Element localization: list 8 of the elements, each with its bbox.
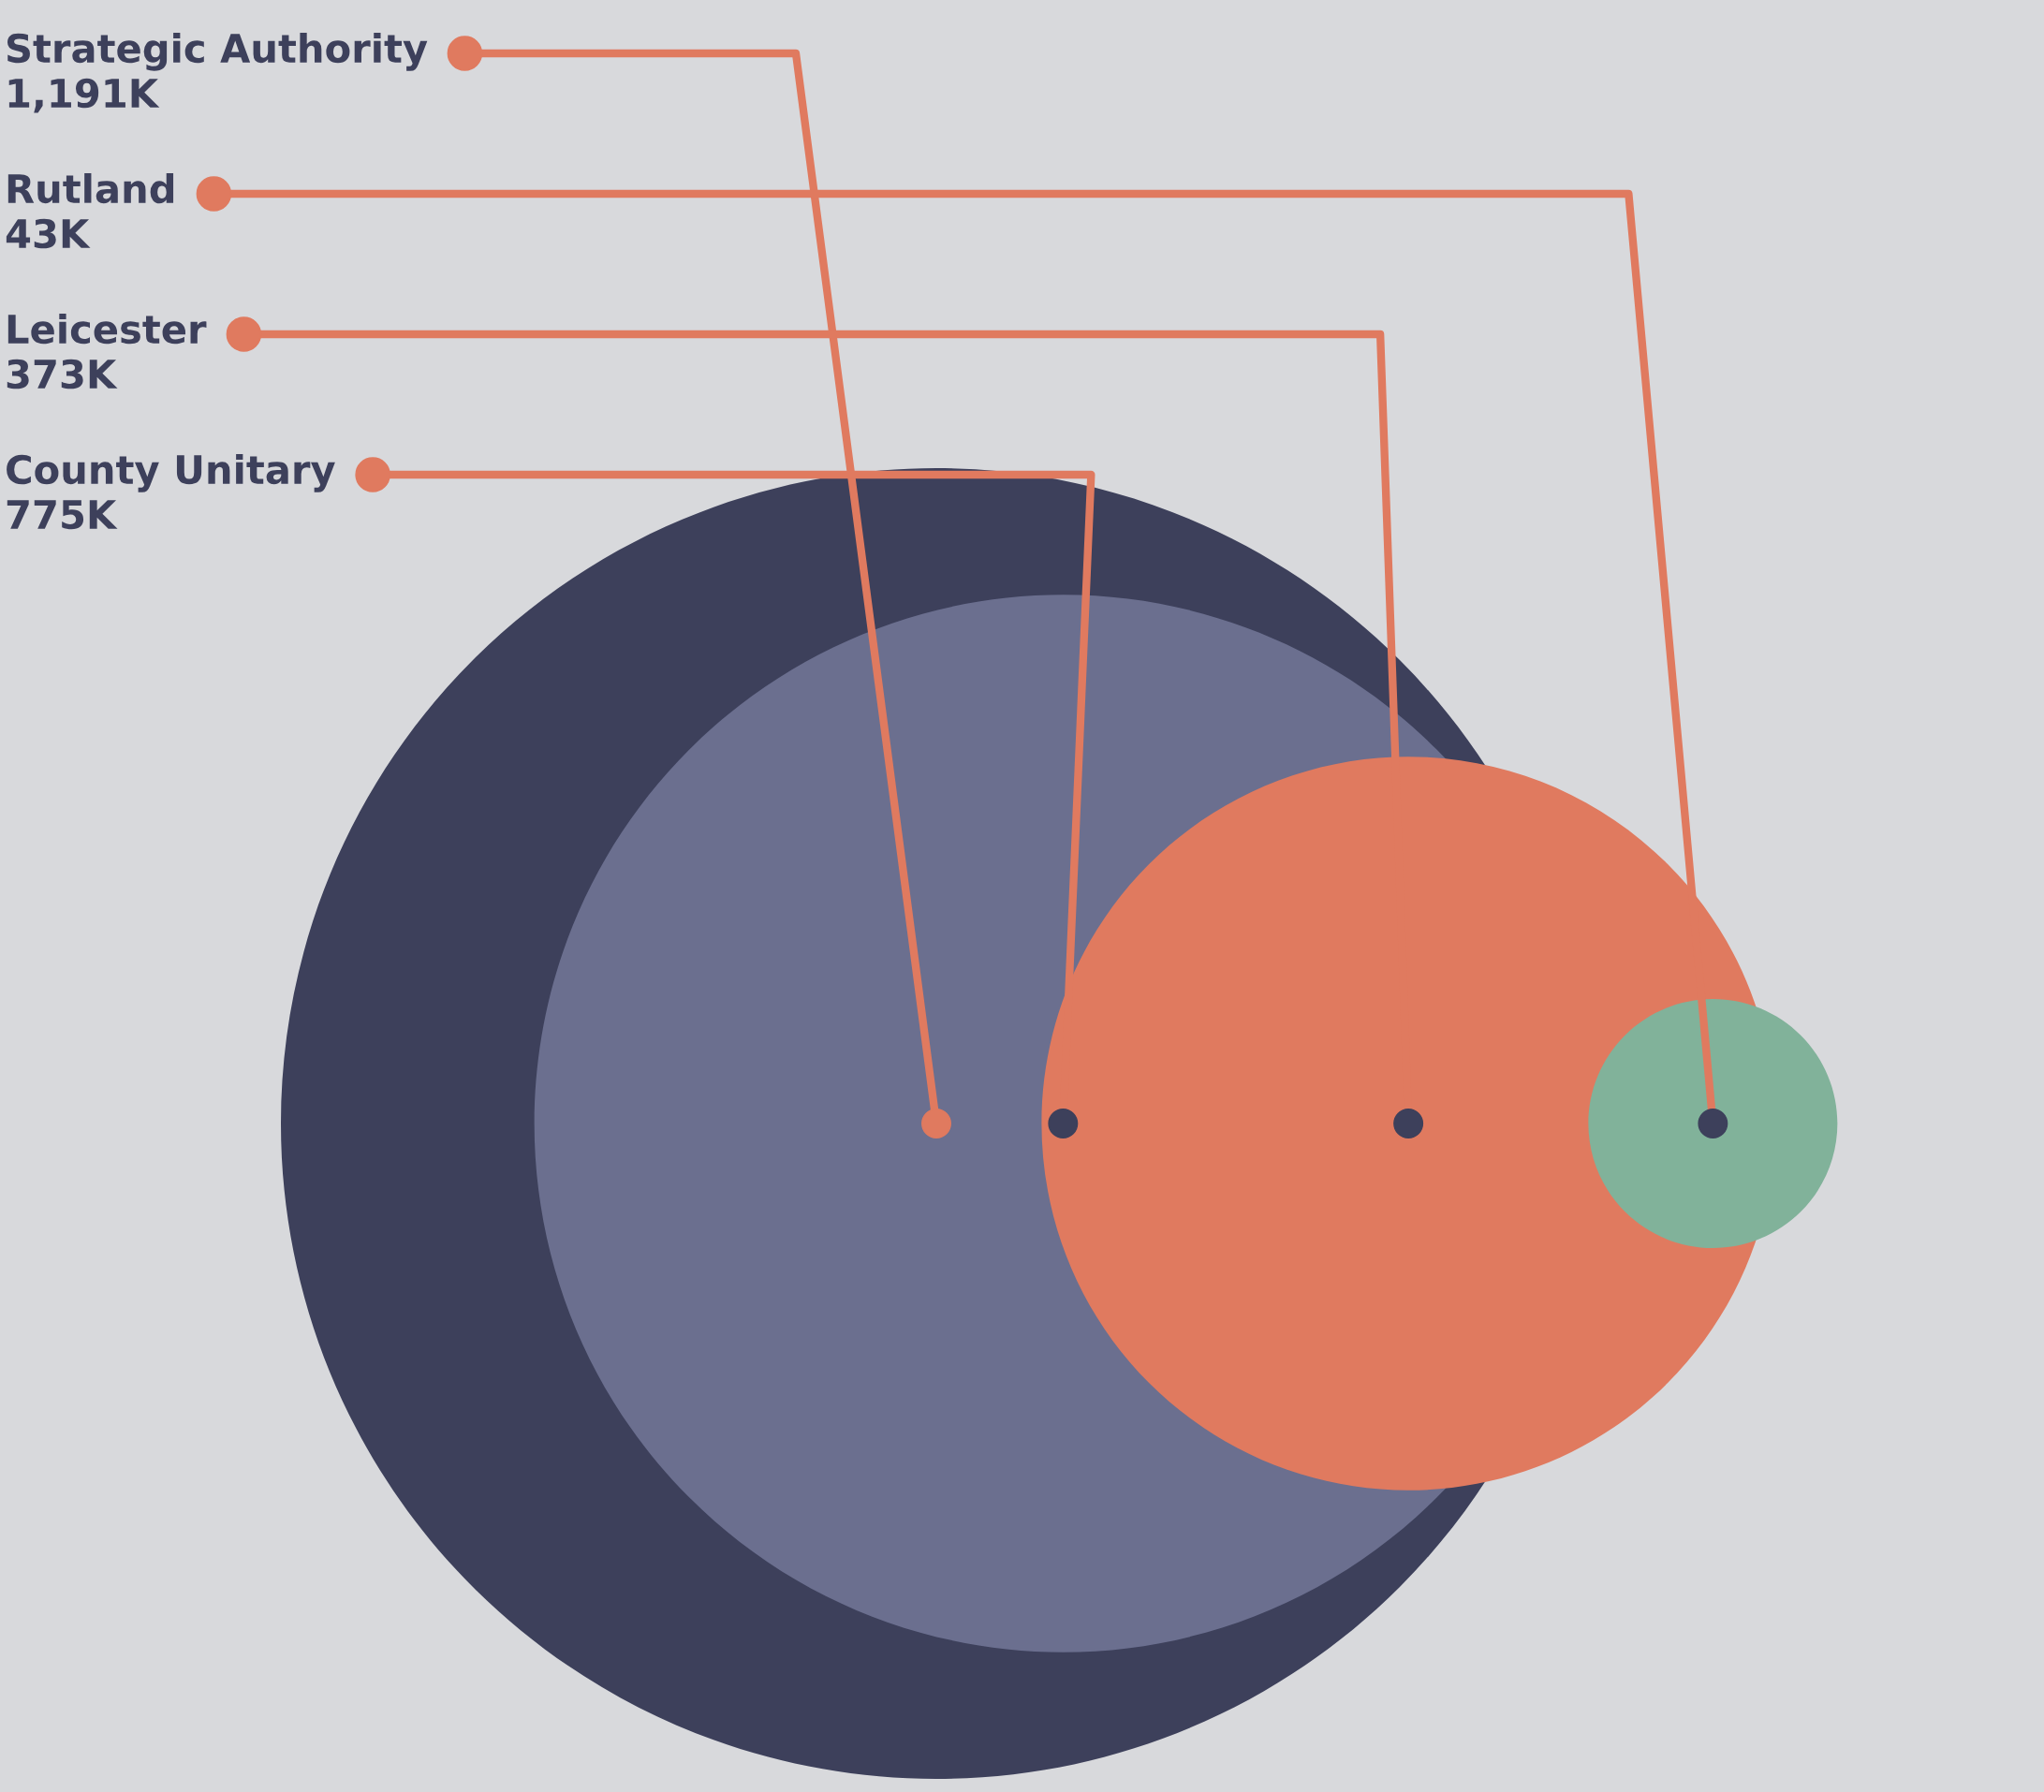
category-label: County Unitary xyxy=(7,454,335,492)
data-label: 43K xyxy=(6,218,91,249)
category-label: Strategic Authority xyxy=(7,33,428,71)
data-label: 775K xyxy=(7,500,118,530)
category-label: Rutland xyxy=(7,173,174,204)
data-label: 373K xyxy=(7,359,118,389)
category-label: Leicester xyxy=(7,314,207,345)
data-label: 1,191K xyxy=(8,78,160,113)
